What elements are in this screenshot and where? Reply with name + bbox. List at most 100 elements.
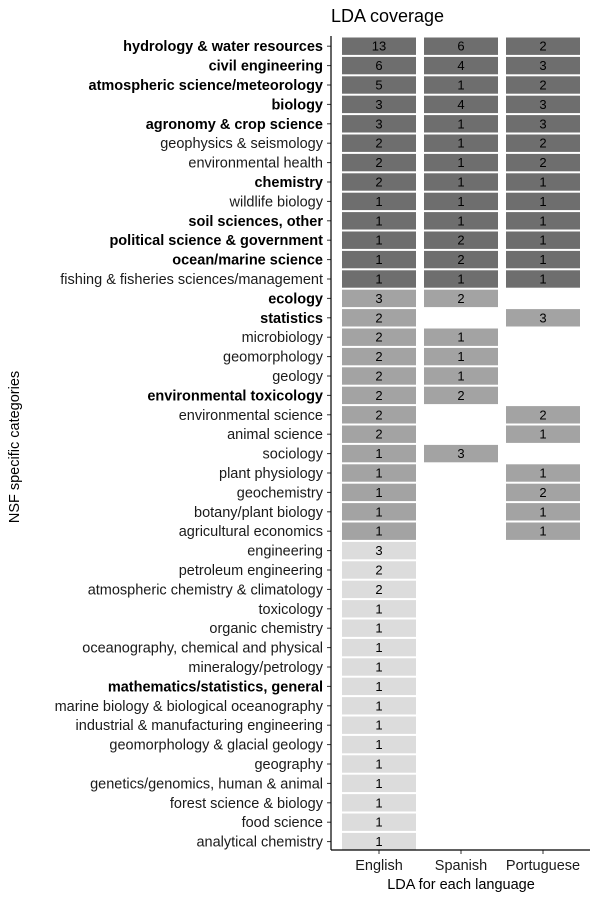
y-tick-label: atmospheric chemistry & climatology (88, 582, 324, 598)
y-tick-label: food science (242, 815, 323, 831)
heatmap-cell (342, 134, 416, 152)
heatmap-cell (506, 153, 580, 172)
heatmap-cell (342, 755, 416, 773)
heatmap-cell (342, 153, 416, 172)
y-tick-label: political science & government (109, 233, 323, 249)
cell-value-label: 1 (375, 757, 382, 772)
heatmap-cell (506, 134, 580, 152)
cell-value-label: 2 (539, 155, 546, 170)
cell-value-label: 1 (375, 504, 382, 519)
cell-value-label: 1 (457, 155, 464, 170)
heatmap-cell (342, 289, 416, 308)
cell-value-label: 1 (457, 349, 464, 364)
y-tick-label: chemistry (254, 175, 323, 191)
x-axis-title: LDA for each language (387, 877, 535, 893)
y-tick-label: forest science & biology (170, 796, 324, 812)
heatmap-cell (342, 541, 416, 560)
cell-value-label: 3 (375, 291, 382, 306)
heatmap-cell (424, 328, 498, 346)
y-tick-label: agronomy & crop science (146, 117, 323, 133)
cell-value-label: 1 (539, 175, 546, 190)
cell-value-label: 2 (539, 39, 546, 54)
cell-value-label: 1 (375, 252, 382, 267)
heatmap-cell (342, 173, 416, 191)
cell-value-label: 6 (457, 39, 464, 54)
heatmap-cell (506, 212, 580, 230)
y-tick-label: geochemistry (237, 485, 324, 501)
heatmap-cell (424, 173, 498, 191)
heatmap-cell (424, 134, 498, 152)
y-tick-label: wildlife biology (229, 194, 324, 210)
cell-value-label: 5 (375, 78, 382, 93)
cell-value-label: 2 (375, 136, 382, 151)
y-tick-label: ecology (268, 291, 323, 307)
y-tick-label: animal science (227, 427, 323, 443)
y-tick-label: geology (272, 369, 324, 385)
y-tick-label: analytical chemistry (196, 835, 323, 851)
cell-value-label: 2 (375, 155, 382, 170)
heatmap-cell (342, 658, 416, 676)
heatmap-cell (506, 406, 580, 424)
heatmap-cell (424, 386, 498, 405)
heatmap-cell (424, 76, 498, 94)
heatmap-cell (424, 347, 498, 366)
heatmap-cell (506, 464, 580, 482)
cell-value-label: 2 (457, 233, 464, 248)
heatmap-cell (342, 76, 416, 94)
cell-value-label: 1 (539, 252, 546, 267)
cell-value-label: 1 (539, 194, 546, 209)
cell-value-label: 1 (375, 815, 382, 830)
y-tick-label: soil sciences, other (188, 214, 323, 230)
cell-value-label: 2 (457, 291, 464, 306)
cell-value-label: 3 (539, 58, 546, 73)
cell-value-label: 1 (539, 504, 546, 519)
cell-value-label: 2 (375, 582, 382, 597)
heatmap-cell (342, 774, 416, 793)
heatmap-cell (342, 677, 416, 696)
heatmap-cell (506, 425, 580, 443)
cell-value-label: 1 (375, 524, 382, 539)
y-tick-label: plant physiology (219, 466, 324, 482)
cell-value-label: 2 (539, 136, 546, 151)
heatmap-cell (506, 270, 580, 288)
y-tick-label: microbiology (242, 330, 324, 346)
heatmap-cell (424, 289, 498, 308)
heatmap-cell (424, 115, 498, 133)
heatmap-cell (506, 76, 580, 94)
heatmap-cell (424, 367, 498, 385)
y-tick-label: geomorphology & glacial geology (109, 738, 323, 754)
heatmap-cell (342, 561, 416, 579)
cell-value-label: 2 (375, 330, 382, 345)
cell-value-label: 1 (375, 795, 382, 810)
cell-value-label: 2 (375, 175, 382, 190)
cell-value-label: 3 (539, 97, 546, 112)
cell-value-label: 1 (539, 272, 546, 287)
chart-title: LDA coverage (331, 6, 444, 26)
cell-value-label: 2 (375, 388, 382, 403)
cell-value-label: 1 (375, 776, 382, 791)
cell-value-label: 13 (372, 39, 386, 54)
cell-value-label: 2 (375, 427, 382, 442)
heatmap-cell (506, 503, 580, 521)
cell-value-label: 2 (457, 252, 464, 267)
cell-value-label: 1 (375, 698, 382, 713)
heatmap-cell (506, 522, 580, 540)
heatmap-cell (342, 406, 416, 424)
cell-value-label: 1 (375, 194, 382, 209)
heatmap-cell (424, 192, 498, 211)
cell-value-label: 1 (375, 601, 382, 616)
cell-value-label: 1 (539, 524, 546, 539)
y-tick-label: environmental health (188, 156, 323, 172)
heatmap-cell (424, 212, 498, 230)
cell-value-label: 1 (375, 660, 382, 675)
cell-value-label: 2 (375, 407, 382, 422)
heatmap-cell (506, 56, 580, 75)
heatmap-cell (342, 270, 416, 288)
y-tick-label: industrial & manufacturing engineering (76, 718, 323, 734)
y-tick-label: ocean/marine science (172, 253, 323, 269)
heatmap-cell (342, 212, 416, 230)
y-tick-label: statistics (260, 311, 323, 327)
heatmap-cells: 13 6 26 4 35 1 23 4 33 1 32 1 22 1 22 1 11 1 11 1 11 2 11 2 11 1 1… (342, 37, 580, 851)
cell-value-label: 1 (375, 233, 382, 248)
